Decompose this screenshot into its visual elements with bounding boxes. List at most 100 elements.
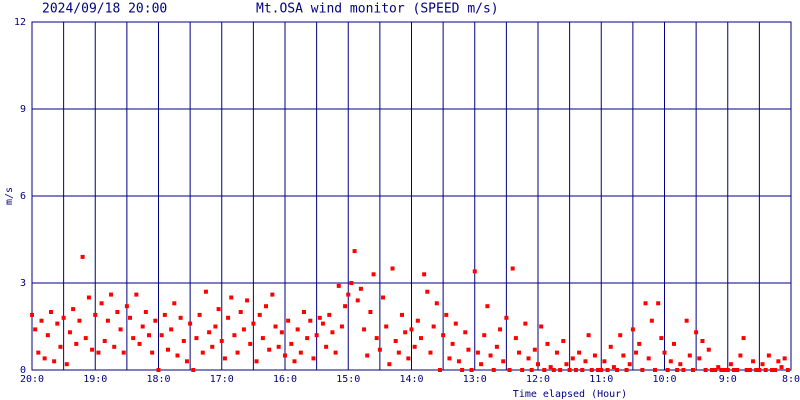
point — [387, 362, 392, 367]
point — [757, 368, 762, 372]
point — [276, 344, 281, 349]
point — [501, 359, 506, 364]
point — [264, 304, 269, 309]
point — [586, 333, 591, 338]
point — [548, 365, 553, 370]
point — [498, 327, 503, 332]
point — [74, 341, 79, 346]
point — [437, 368, 442, 372]
point — [124, 304, 129, 309]
point — [494, 344, 499, 349]
point — [450, 341, 455, 346]
point — [317, 315, 322, 320]
point — [653, 368, 658, 372]
point — [517, 350, 522, 355]
point — [615, 368, 620, 372]
point — [570, 356, 575, 361]
point — [766, 353, 771, 358]
point — [162, 312, 167, 317]
point — [577, 350, 582, 355]
point — [744, 368, 749, 372]
point — [159, 333, 164, 338]
point — [77, 318, 82, 323]
plot-frame — [31, 21, 792, 371]
point — [229, 295, 234, 300]
point — [564, 362, 569, 367]
point — [479, 362, 484, 367]
point — [675, 368, 680, 372]
point — [782, 356, 787, 361]
point — [172, 301, 177, 306]
point — [434, 301, 439, 306]
point — [770, 368, 775, 372]
x-axis-label: Time elapsed (Hour) — [513, 389, 627, 400]
point — [690, 368, 695, 372]
point — [751, 359, 756, 364]
point — [599, 368, 604, 372]
point — [226, 315, 231, 320]
point — [529, 368, 534, 372]
point — [754, 368, 759, 372]
point — [333, 350, 338, 355]
point — [165, 347, 170, 352]
point — [709, 368, 714, 372]
point — [52, 359, 57, 364]
point — [248, 341, 253, 346]
point — [738, 353, 743, 358]
point — [469, 368, 474, 372]
point — [203, 289, 208, 294]
point — [213, 324, 218, 329]
point — [67, 330, 72, 335]
point — [377, 347, 382, 352]
point — [320, 321, 325, 326]
point — [659, 336, 664, 341]
point — [289, 341, 294, 346]
point — [102, 339, 107, 343]
point — [728, 362, 733, 367]
point — [314, 333, 319, 338]
point — [513, 336, 518, 341]
point — [624, 368, 629, 372]
point — [485, 304, 490, 309]
point — [197, 312, 202, 317]
y-tick-label: 6 — [20, 191, 26, 202]
point — [681, 368, 686, 372]
y-tick-label: 9 — [20, 104, 26, 115]
y-tick-label: 12 — [14, 17, 26, 28]
point — [368, 310, 373, 314]
point — [542, 368, 547, 372]
point — [741, 336, 746, 341]
point — [684, 318, 689, 323]
point — [425, 289, 430, 294]
point — [184, 359, 189, 364]
point — [305, 336, 310, 341]
point — [343, 304, 348, 309]
point — [61, 315, 66, 320]
x-tick-label: 14:0 — [399, 374, 423, 385]
point — [561, 339, 566, 343]
point — [109, 292, 114, 297]
point — [706, 347, 711, 352]
point — [238, 310, 243, 314]
point — [460, 368, 465, 372]
point — [371, 272, 376, 277]
y-tick-label: 3 — [20, 278, 26, 289]
point — [596, 368, 601, 372]
x-tick-label: 8:0 — [782, 374, 800, 385]
point — [656, 301, 661, 306]
point — [611, 365, 616, 370]
point — [324, 344, 329, 349]
point — [637, 341, 642, 346]
point — [554, 350, 559, 355]
point — [279, 330, 284, 335]
point — [539, 324, 544, 329]
point — [292, 359, 297, 364]
point — [592, 353, 597, 358]
point — [273, 324, 278, 329]
point — [447, 356, 452, 361]
point — [150, 350, 155, 355]
point — [200, 350, 205, 355]
point — [175, 353, 180, 358]
point — [349, 281, 354, 285]
